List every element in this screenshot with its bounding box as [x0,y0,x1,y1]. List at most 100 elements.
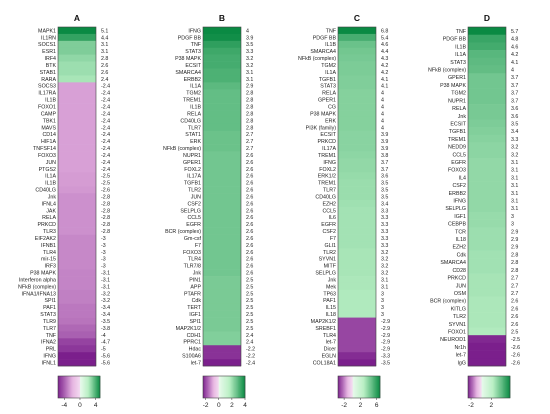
heatmap-cell [58,241,96,249]
value-label: 3.3 [381,236,388,242]
gene-label: STAT1 [185,132,201,138]
value-label: 3 [381,305,384,311]
legend-swatch [491,376,493,398]
value-label: 2.5 [246,291,253,297]
value-label: 4.2 [381,70,388,76]
heatmap-cell [468,73,506,82]
gene-label: IgG [457,360,466,366]
heatmap-cell [58,151,96,159]
heatmap-cell [468,219,506,228]
gene-label: IFNA2 [41,340,56,346]
heatmap-cell [338,47,376,55]
gene-label: EGFR [451,160,466,166]
heatmap-cell [58,206,96,215]
value-label: 2.9 [511,237,518,243]
value-label: 2.4 [101,77,108,83]
gene-label: MITF [324,264,337,270]
legend-swatch [88,376,90,398]
legend-swatch [222,376,225,398]
gene-label: GPER1 [318,98,336,104]
legend-swatch [214,376,216,398]
value-label: -3.1 [101,284,110,290]
value-label: 3.5 [381,194,388,200]
value-label: 3.6 [511,114,518,120]
value-label: 4 [381,104,384,110]
legend-swatch [485,376,488,398]
legend-swatch [226,376,228,398]
value-label: 2.6 [246,160,253,166]
gene-label: SOCS3 [38,84,56,90]
gene-label: RELA [187,111,201,117]
heatmap-border [337,26,377,367]
value-label: 6.8 [381,28,388,34]
value-label: 2.7 [511,291,518,297]
heatmap-cell [203,96,241,104]
heatmap-cell [58,345,96,353]
value-label: 2.6 [511,306,518,312]
heatmap-cell [203,27,241,35]
heatmap-cell [338,310,376,318]
value-label: 3.2 [246,56,253,62]
legend-swatch [506,376,509,398]
heatmap-cell [468,96,506,105]
legend-swatch [238,376,241,398]
heatmap-cell [58,130,96,138]
value-label: 2.5 [246,319,253,325]
gene-label: NFkB (complex) [18,284,56,290]
heatmap-cell [203,206,241,215]
value-label: 3.1 [381,284,388,290]
heatmap-cell [58,213,96,222]
legend-swatch [91,376,93,398]
value-label: -2.9 [381,326,390,332]
gene-label: Interferon alpha [19,277,56,283]
value-label: 5.1 [101,28,108,34]
heatmap-cell [203,324,241,332]
heatmap-border [57,26,97,367]
value-label: 4.6 [511,44,518,50]
value-label: -2.6 [511,360,520,366]
legend-swatch [490,376,492,398]
value-label: 2.5 [246,284,253,290]
gene-label: TGM2 [186,91,201,97]
gene-label: EGFR [321,222,336,228]
value-label: 4.4 [101,35,108,41]
legend-swatch [489,376,491,398]
gene-label: CEBPB [448,222,466,228]
value-label: 3.2 [511,152,518,158]
legend-swatch [368,376,370,398]
value-label: 4 [381,118,384,124]
heatmap-cell [468,342,506,351]
heatmap-cell [468,258,506,267]
heatmap-cell [468,211,506,220]
gene-label: PAF1 [323,298,336,304]
panel-title: B [219,13,225,23]
value-label: 2.5 [246,326,253,332]
gene-label: TLR7/8 [184,264,201,270]
legend-swatch [348,376,350,398]
gene-label: CG [328,104,336,110]
heatmap-cell [338,241,376,249]
value-label: -2.4 [101,111,110,117]
heatmap-cell [203,54,241,62]
gene-label: OSM [454,291,466,297]
heatmap-cell [338,40,376,49]
value-label: 2.6 [246,208,253,214]
value-label: 3.3 [381,222,388,228]
legend-tick-label: 4 [243,402,247,409]
legend-swatch [502,376,504,398]
value-label: 4 [246,28,249,34]
value-label: -2.8 [101,222,110,228]
value-label: 3.4 [511,129,518,135]
legend-swatch [359,376,361,398]
gene-label: IFNG [323,160,336,166]
value-label: 4.3 [381,56,388,62]
gene-label: IL1A [455,52,466,58]
legend-swatch [63,376,65,398]
value-label: 2.6 [246,250,253,256]
value-label: 4 [381,98,384,104]
legend-swatch [94,376,97,398]
value-label: 2.6 [511,314,518,320]
legend-swatch [67,376,69,398]
legend-swatch [59,376,61,398]
